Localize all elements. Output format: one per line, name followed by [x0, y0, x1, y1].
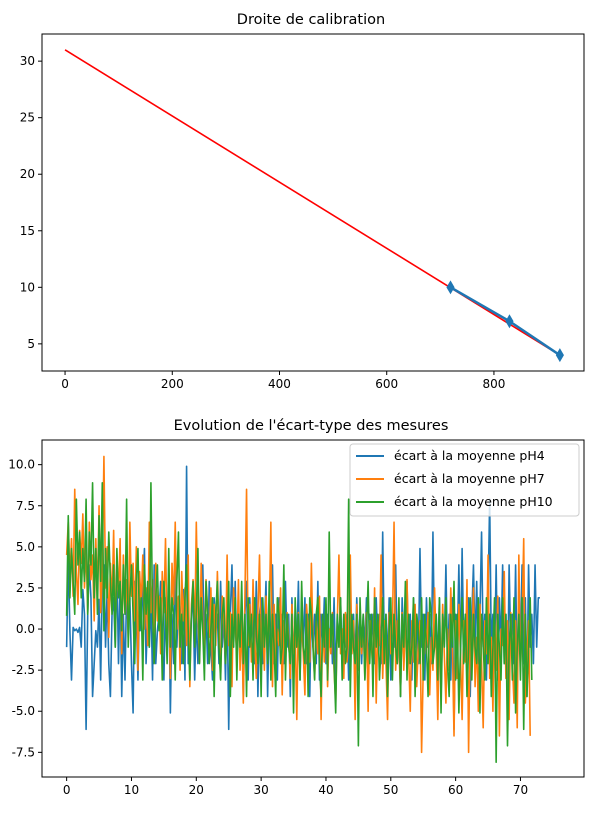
y-tick-label: -7.5	[12, 745, 35, 759]
x-tick-label: 200	[161, 377, 184, 391]
y-tick-label: 7.5	[16, 499, 35, 513]
x-tick-label: 800	[482, 377, 505, 391]
x-tick-label: 400	[268, 377, 291, 391]
series-line	[65, 481, 533, 764]
x-tick-label: 10	[124, 783, 139, 797]
x-tick-label: 30	[253, 783, 268, 797]
y-tick-label: 15	[20, 224, 35, 238]
y-tick-label: 2.5	[16, 581, 35, 595]
chart-title: Droite de calibration	[237, 12, 385, 28]
y-tick-label: 25	[20, 111, 35, 125]
y-tick-label: 0.0	[16, 622, 35, 636]
y-tick-label: 5	[27, 337, 35, 351]
x-tick-label: 70	[513, 783, 528, 797]
x-tick-label: 60	[448, 783, 463, 797]
y-tick-label: -5.0	[12, 704, 35, 718]
y-tick-label: 20	[20, 167, 35, 181]
y-tick-label: 10	[20, 280, 35, 294]
y-tick-label: 30	[20, 54, 35, 68]
y-tick-label: 5.0	[16, 540, 35, 554]
x-tick-label: 600	[375, 377, 398, 391]
y-tick-label: 10.0	[8, 458, 35, 472]
series-line	[64, 49, 561, 356]
diamond-marker	[505, 314, 514, 329]
x-tick-label: 0	[61, 377, 69, 391]
legend-label: écart à la moyenne pH4	[394, 448, 545, 463]
plot-area-frame	[41, 33, 585, 372]
y-tick-label: -2.5	[12, 663, 35, 677]
diamond-marker	[555, 348, 564, 363]
axis-ticks: 0 10 20 30 40 50 60 70 -7.5 -5.0 -2.5 0.0 2.5 5.0 7.5 1…	[8, 458, 528, 797]
legend-box	[349, 443, 580, 517]
x-tick-label: 50	[383, 783, 398, 797]
x-tick-label: 40	[318, 783, 333, 797]
axis-ticks: 0 200 400 600 800 5 10 15 20 25 30	[20, 54, 506, 391]
calibration-chart: Droite de calibration 0 200 400 600 800 5 10 15…	[20, 12, 585, 391]
chart-title: Evolution de l'écart-type des mesures	[174, 418, 449, 434]
legend-label: écart à la moyenne pH10	[394, 494, 553, 509]
series-group	[64, 49, 564, 363]
diamond-marker	[446, 280, 455, 295]
series-group	[65, 455, 540, 764]
legend-label: écart à la moyenne pH7	[394, 471, 545, 486]
x-tick-label: 0	[63, 783, 71, 797]
std-deviation-chart: Evolution de l'écart-type des mesures 0 1…	[8, 418, 585, 797]
x-tick-label: 20	[189, 783, 204, 797]
plot-area-frame	[41, 439, 585, 778]
legend: écart à la moyenne pH4 écart à la moyenn…	[349, 443, 580, 517]
